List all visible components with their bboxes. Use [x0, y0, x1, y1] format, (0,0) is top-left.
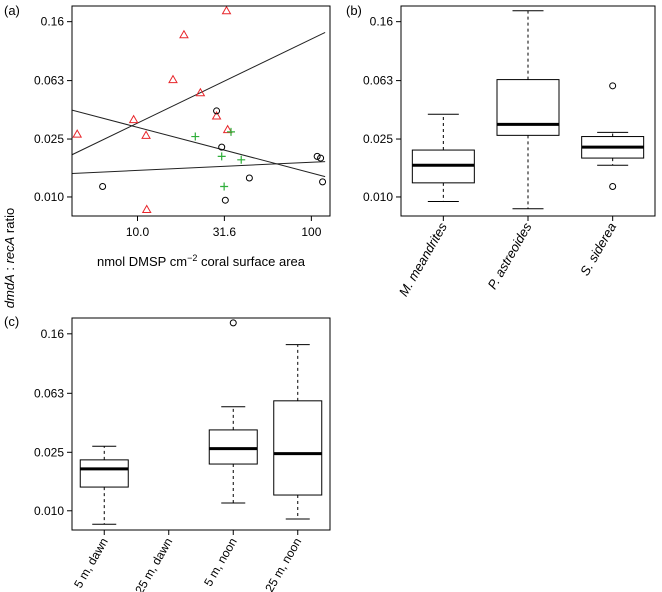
category-label: 25 m, dawn	[132, 536, 175, 592]
circle-point	[221, 196, 229, 204]
ylabel-dmda: dmdA	[2, 274, 17, 308]
panel-label: (b)	[346, 3, 362, 18]
plot-frame	[71, 5, 331, 217]
panel-label: (c)	[4, 314, 19, 329]
circle-point	[609, 82, 617, 90]
circle-point	[313, 152, 321, 160]
plot-background	[72, 6, 330, 216]
y-tick-label: 0.16	[41, 327, 65, 341]
box-iqr	[79, 459, 129, 488]
circle-point	[99, 182, 107, 190]
category-label: S. siderea	[577, 220, 619, 278]
panel-a: 0.010 0.025 0.063 0.16 10.0 31.6 100 nmol DMSP …	[4, 3, 331, 269]
triangle-point	[168, 74, 178, 84]
box-iqr	[496, 79, 560, 136]
plus-point	[191, 132, 200, 141]
x-tick-label: 100	[301, 225, 321, 239]
category-label: M. meandrites	[396, 220, 450, 299]
x-axis-label-rest: coral surface area	[197, 254, 305, 269]
x-axis-label: nmol DMSP cm−2 coral surface area	[97, 253, 306, 269]
triangle-point	[195, 87, 206, 97]
circle-point	[609, 182, 617, 190]
circle-point	[317, 154, 325, 162]
triangle-point	[222, 124, 233, 134]
circle-point	[245, 174, 253, 182]
x-axis-label-main: nmol DMSP cm	[97, 254, 187, 269]
triangle-point	[128, 114, 139, 124]
triangle-point	[141, 130, 151, 139]
panel-b: M. meandrites P. astreoides S. siderea 0.01…	[346, 3, 656, 299]
y-tick-label: 0.010	[34, 504, 64, 518]
y-tick-label: 0.063	[363, 74, 393, 88]
plus-point	[220, 182, 229, 191]
category-label: 5 m, dawn	[71, 536, 111, 591]
y-tick-label: 0.16	[370, 15, 394, 29]
plus-point	[227, 127, 236, 136]
plot-frame	[400, 5, 656, 217]
panel-label: (a)	[4, 3, 20, 18]
triangle-point	[221, 5, 232, 15]
x-axis-label-superscript: −2	[187, 253, 197, 263]
circle-point	[319, 178, 327, 186]
regression-line	[72, 161, 326, 174]
triangle-point	[211, 110, 222, 120]
y-tick-label: 0.025	[34, 132, 64, 146]
box-iqr	[273, 400, 323, 496]
circle-point	[213, 107, 221, 115]
ylabel-reca: recA	[2, 237, 17, 264]
x-tick-label: 10.0	[126, 225, 150, 239]
y-tick-label: 0.025	[34, 445, 64, 459]
y-tick-label: 0.16	[41, 15, 65, 29]
ylabel-sep: :	[2, 263, 17, 274]
plus-point	[237, 155, 246, 164]
circle-point	[229, 319, 237, 327]
y-tick-label: 0.063	[34, 386, 64, 400]
plot-frame	[71, 317, 331, 531]
circle-point	[218, 143, 226, 151]
box-iqr	[208, 429, 258, 465]
regression-line	[72, 31, 326, 156]
triangle-point	[72, 129, 83, 138]
x-tick-label: 31.6	[213, 225, 237, 239]
triangle-point	[179, 29, 189, 39]
ylabel-suffix: ratio	[2, 208, 17, 237]
y-tick-label: 0.063	[34, 74, 64, 88]
panel-c: 5 m, dawn 25 m, dawn 5 m, noon 25 m, noon 0.…	[4, 314, 331, 592]
category-label: 25 m, noon	[262, 536, 304, 592]
category-label: 5 m, noon	[201, 536, 240, 589]
regression-line	[72, 109, 326, 178]
y-tick-label: 0.010	[363, 190, 393, 204]
y-tick-label: 0.025	[363, 132, 393, 146]
category-label: P. astreoides	[485, 220, 535, 292]
shared-y-axis-label: dmdA : recA ratio	[2, 208, 17, 308]
y-tick-label: 0.010	[34, 190, 64, 204]
plus-point	[217, 152, 226, 161]
triangle-point	[141, 204, 152, 214]
fit-lines	[72, 31, 326, 178]
